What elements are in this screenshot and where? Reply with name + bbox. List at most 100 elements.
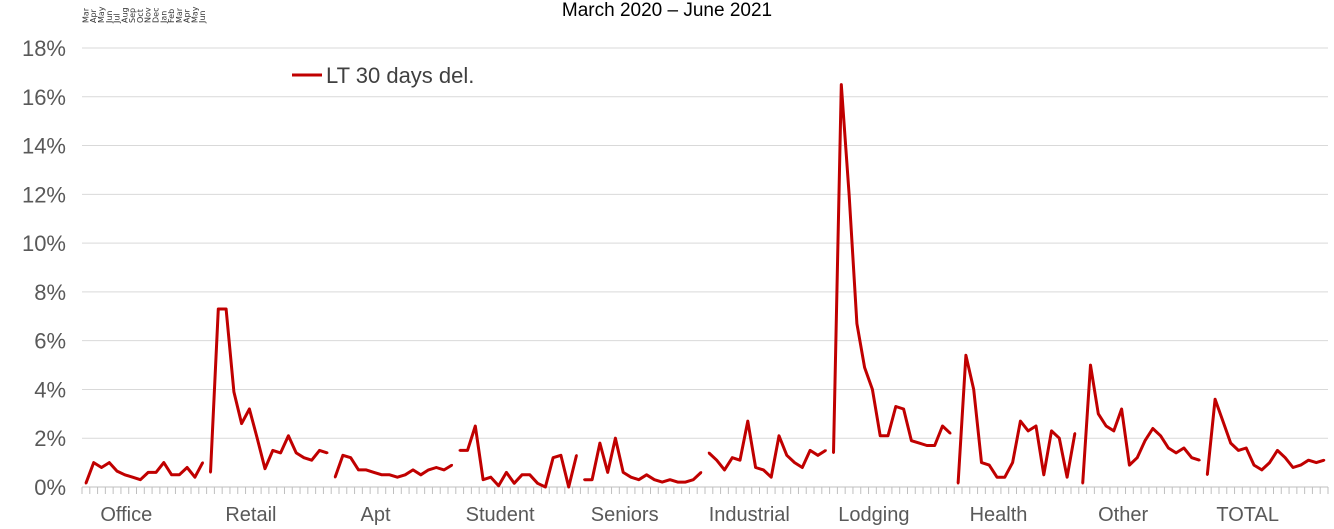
data-point (902, 407, 905, 411)
data-point (824, 449, 827, 452)
data-point (380, 473, 384, 477)
y-tick-label: 18% (22, 36, 66, 61)
data-point (941, 424, 944, 428)
data-point (715, 458, 718, 462)
series-line-lodging (832, 83, 952, 453)
data-point (863, 366, 866, 369)
x-axis-categories: Office Retail Apt Student Seniors Industrial L… (100, 504, 1279, 526)
data-point (590, 478, 594, 481)
month-label: Apr (183, 8, 192, 23)
data-point (310, 458, 313, 462)
data-point (1003, 476, 1007, 479)
data-point (349, 456, 352, 459)
data-point (271, 449, 274, 452)
month-label: May (190, 6, 199, 23)
data-point (170, 473, 173, 477)
data-point (1042, 473, 1045, 477)
data-point (232, 390, 236, 394)
data-point (193, 476, 197, 479)
series-line-apt (333, 453, 453, 479)
data-point (513, 482, 516, 485)
data-point (1299, 463, 1302, 467)
data-point (738, 458, 742, 462)
month-label: Jul (113, 13, 122, 24)
series-line-office (84, 461, 205, 484)
data-point (185, 466, 189, 469)
data-point (917, 441, 921, 445)
data-point (622, 471, 625, 474)
data-point (318, 449, 321, 452)
data-point (139, 478, 142, 481)
data-point (1151, 427, 1154, 430)
data-point (894, 405, 897, 408)
data-point (1019, 419, 1022, 423)
data-point (287, 434, 290, 437)
series-line-total (1205, 397, 1325, 475)
data-point (645, 473, 648, 477)
x-category-label: Student (466, 504, 535, 526)
data-point (793, 461, 796, 464)
y-tick-label: 10% (22, 231, 66, 256)
x-category-label: Lodging (838, 504, 909, 526)
data-point (762, 468, 765, 472)
series-line-seniors (584, 436, 703, 484)
data-point (442, 468, 446, 472)
data-point (816, 454, 820, 457)
data-point (1198, 458, 1201, 462)
data-point (925, 444, 929, 447)
data-point (1081, 482, 1084, 485)
data-point (598, 441, 602, 445)
chart-title: March 2020 – June 2021 (561, 0, 773, 21)
data-point (1136, 456, 1139, 459)
y-tick-label: 16% (22, 85, 66, 110)
data-point (614, 437, 617, 440)
data-point (84, 482, 88, 485)
data-point (396, 476, 399, 479)
data-point (1260, 468, 1264, 472)
data-point (660, 480, 664, 484)
data-point (108, 461, 111, 464)
data-point (1182, 446, 1186, 450)
data-point (933, 444, 936, 447)
data-point (1307, 458, 1310, 462)
data-point (162, 461, 165, 464)
data-point (1190, 456, 1193, 459)
data-point (419, 473, 422, 477)
month-label: Jun (198, 11, 207, 25)
data-point (1065, 476, 1069, 479)
data-point (302, 456, 306, 459)
data-point (357, 468, 360, 472)
month-label: May (97, 6, 106, 23)
data-point (505, 471, 508, 474)
data-point (520, 473, 524, 477)
data-point (1167, 446, 1170, 450)
data-point (435, 466, 438, 469)
month-label: Oct (136, 9, 145, 23)
month-label: Sep (128, 8, 137, 23)
data-point (372, 471, 376, 474)
series-line-industrial (707, 419, 827, 479)
data-point (341, 454, 345, 457)
x-category-label: Office (100, 504, 152, 526)
data-point (777, 434, 781, 437)
data-point (692, 478, 695, 481)
data-point (365, 468, 368, 472)
data-point (1034, 424, 1038, 428)
x-category-label: Apt (360, 504, 390, 526)
data-point (497, 484, 500, 487)
data-point (551, 456, 555, 459)
month-label: Nov (144, 7, 153, 23)
data-point (248, 407, 251, 411)
x-axis-ticks (81, 486, 1329, 494)
data-point (995, 476, 999, 479)
data-point (403, 473, 407, 477)
data-point (1283, 456, 1287, 459)
data-point (949, 432, 952, 435)
data-point (1089, 363, 1092, 367)
data-point (754, 466, 757, 469)
data-point (1252, 463, 1256, 467)
data-point (123, 473, 127, 477)
data-point (1026, 429, 1030, 433)
x-category-label: TOTAL (1216, 504, 1279, 526)
